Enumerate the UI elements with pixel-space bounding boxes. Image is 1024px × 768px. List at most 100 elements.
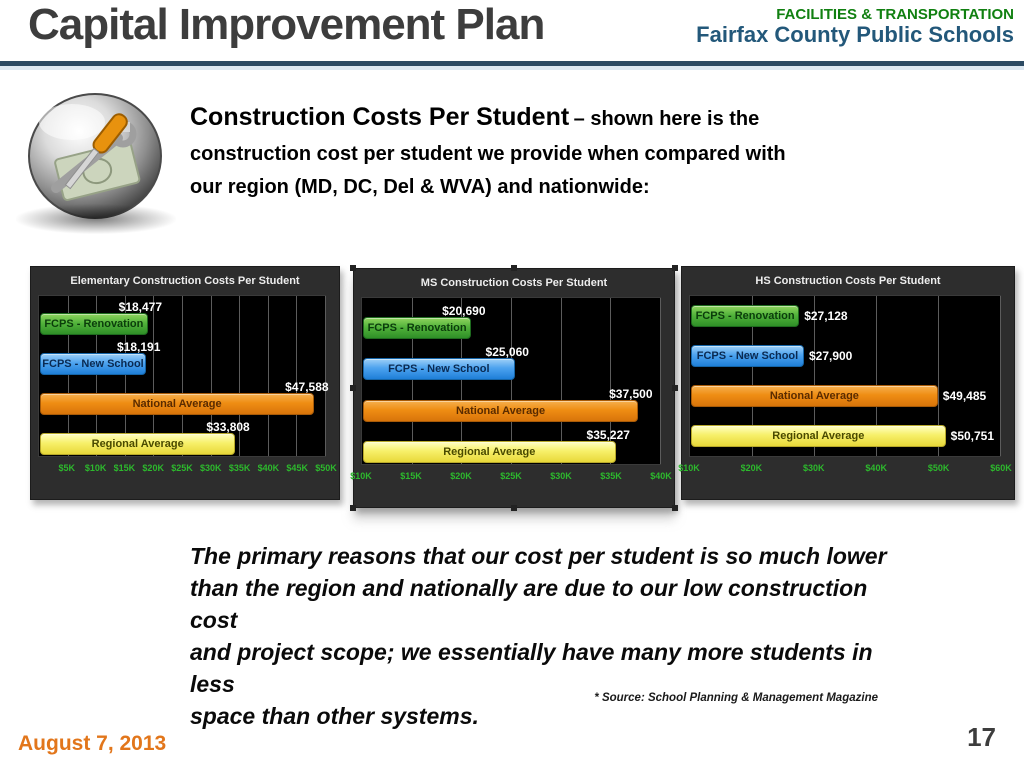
gridline [67, 296, 69, 456]
x-tick-label: $30K [550, 471, 572, 481]
bar-value-label: $50,751 [950, 429, 995, 443]
gridline [239, 296, 241, 456]
selection-handle-mid-right[interactable] [672, 385, 678, 391]
selection-handle-top-center[interactable] [511, 265, 517, 271]
gridline [124, 296, 126, 456]
bar-national-average: National Average [363, 399, 639, 422]
page-number: 17 [967, 722, 996, 752]
bar-fcps-renovation: FCPS - Renovation [363, 316, 472, 339]
gridline [411, 298, 413, 464]
bar-value-label: $18,477 [118, 300, 163, 314]
bar-value-label: $20,690 [442, 303, 486, 318]
chart-elementary-costs[interactable]: Elementary Construction Costs Per Studen… [30, 266, 340, 500]
x-tick-label: $15K [113, 463, 136, 473]
gridline [296, 296, 298, 456]
bar-row: $20,690 FCPS - Renovation [362, 298, 660, 340]
commentary-text-block: The primary reasons that our cost per st… [190, 540, 920, 732]
gridline [210, 296, 212, 456]
bar-regional-average: Regional Average [691, 425, 946, 447]
header-department: FACILITIES & TRANSPORTATION [776, 6, 1014, 23]
gridline [814, 296, 815, 456]
x-tick-label: $45K [286, 463, 308, 473]
bar-row: $25,060 FCPS - New School [362, 340, 660, 382]
gridline [511, 298, 512, 464]
x-tick-label: $25K [171, 463, 193, 473]
gridline [752, 296, 753, 456]
commentary-line: and project scope; we essentially have m… [190, 639, 873, 697]
selection-handle-bottom-center[interactable] [511, 505, 517, 511]
x-tick-label: $50K [927, 463, 950, 473]
bar-row: $47,588 National Average [39, 376, 329, 416]
header-organization: Fairfax County Public Schools [696, 21, 1014, 47]
gridline [153, 296, 155, 456]
x-tick-label: $20K [142, 463, 164, 473]
selection-handle-bottom-right[interactable] [672, 505, 678, 511]
x-tick-label: $40K [650, 471, 672, 481]
x-tick-label: $10K [350, 471, 372, 481]
header-divider [0, 61, 1024, 66]
chart-title: MS Construction Costs Per Student [420, 277, 608, 289]
gridline [938, 296, 939, 456]
x-tick-label: $35K [228, 463, 251, 473]
x-tick-label: $20K [450, 471, 472, 481]
chart-title: Elementary Construction Costs Per Studen… [70, 275, 300, 287]
bar-row: $27,128 FCPS - Renovation [690, 296, 1000, 336]
page-title: Capital Improvement Plan [28, 0, 545, 49]
bar-row: $50,751 Regional Average [690, 416, 1000, 456]
selection-handle-mid-left[interactable] [350, 385, 356, 391]
bar-value-label: $18,191 [117, 340, 161, 354]
gridline [325, 296, 326, 456]
selection-handle-top-left[interactable] [350, 265, 356, 271]
chart-plot-area: $18,477 FCPS - Renovation $18,191 FCPS - Ne… [38, 295, 329, 457]
bar-value-label: $37,500 [609, 386, 653, 401]
x-tick-label: $30K [200, 463, 222, 473]
tools-and-money-sphere-icon [16, 92, 176, 238]
gridline [660, 298, 661, 464]
chart-hs-costs[interactable]: HS Construction Costs Per Student $27,12… [678, 266, 1015, 500]
bar-value-label: $27,128 [804, 309, 848, 323]
bar-national-average: National Average [40, 393, 315, 415]
gridline [461, 298, 463, 464]
bar-value-label: $25,060 [485, 345, 529, 359]
source-note: * Source: School Planning & Management M… [594, 692, 878, 704]
selection-handle-bottom-left[interactable] [350, 505, 356, 511]
x-tick-label: $5K [58, 463, 76, 473]
commentary-line: space than other systems. [190, 703, 479, 729]
intro-tagline-1: – shown here is the [573, 108, 760, 130]
chart-x-axis: $10K $20K $30K $40K $50K $60K [678, 463, 1012, 475]
x-tick-label: $25K [500, 471, 522, 481]
gridline [96, 296, 98, 456]
bar-row: $27,900 FCPS - New School [690, 336, 1000, 376]
bar-fcps-renovation: FCPS - Renovation [40, 313, 148, 335]
chart-ms-costs[interactable]: MS Construction Costs Per Student $20,69… [350, 265, 678, 511]
x-tick-label: $10K [678, 463, 700, 473]
intro-tagline-2: construction cost per student we provide… [190, 143, 786, 165]
bar-fcps-new-school: FCPS - New School [691, 345, 804, 367]
bar-row: $49,485 National Average [690, 376, 1000, 416]
bar-value-label: $35,227 [586, 428, 630, 442]
commentary-line: than the region and nationally are due t… [190, 575, 868, 633]
chart-plot-area: $20,690 FCPS - Renovation $25,060 FCPS - Ne… [361, 297, 661, 465]
header-org-block: FACILITIES & TRANSPORTATION Fairfax Coun… [696, 7, 1014, 46]
x-tick-label: $60K [990, 463, 1012, 473]
selection-handle-top-right[interactable] [672, 265, 678, 271]
gridline [560, 298, 562, 464]
slide-date: August 7, 2013 [18, 732, 167, 755]
bar-fcps-new-school: FCPS - New School [363, 358, 515, 380]
header-divider-highlight [0, 66, 1024, 70]
chart-title: HS Construction Costs Per Student [755, 275, 941, 287]
sphere-shadow [16, 204, 176, 234]
x-tick-label: $40K [865, 463, 887, 473]
tools-and-money-sphere-svg [28, 93, 162, 219]
gridline [1000, 296, 1001, 456]
bar-row: $33,808 Regional Average [39, 416, 325, 456]
chart-plot-area: $27,128 FCPS - Renovation $27,900 FCPS - Ne… [689, 295, 1001, 457]
chart-x-axis: $10K $15K $20K $25K $30K $35K $40K [350, 471, 672, 483]
bar-row: $35,227 Regional Average [362, 423, 660, 465]
bar-regional-average: Regional Average [363, 441, 616, 463]
intro-text-block: Construction Costs Per Student – shown h… [190, 100, 870, 204]
gridline [876, 296, 877, 456]
bar-regional-average: Regional Average [40, 433, 236, 455]
gridline [610, 298, 612, 464]
